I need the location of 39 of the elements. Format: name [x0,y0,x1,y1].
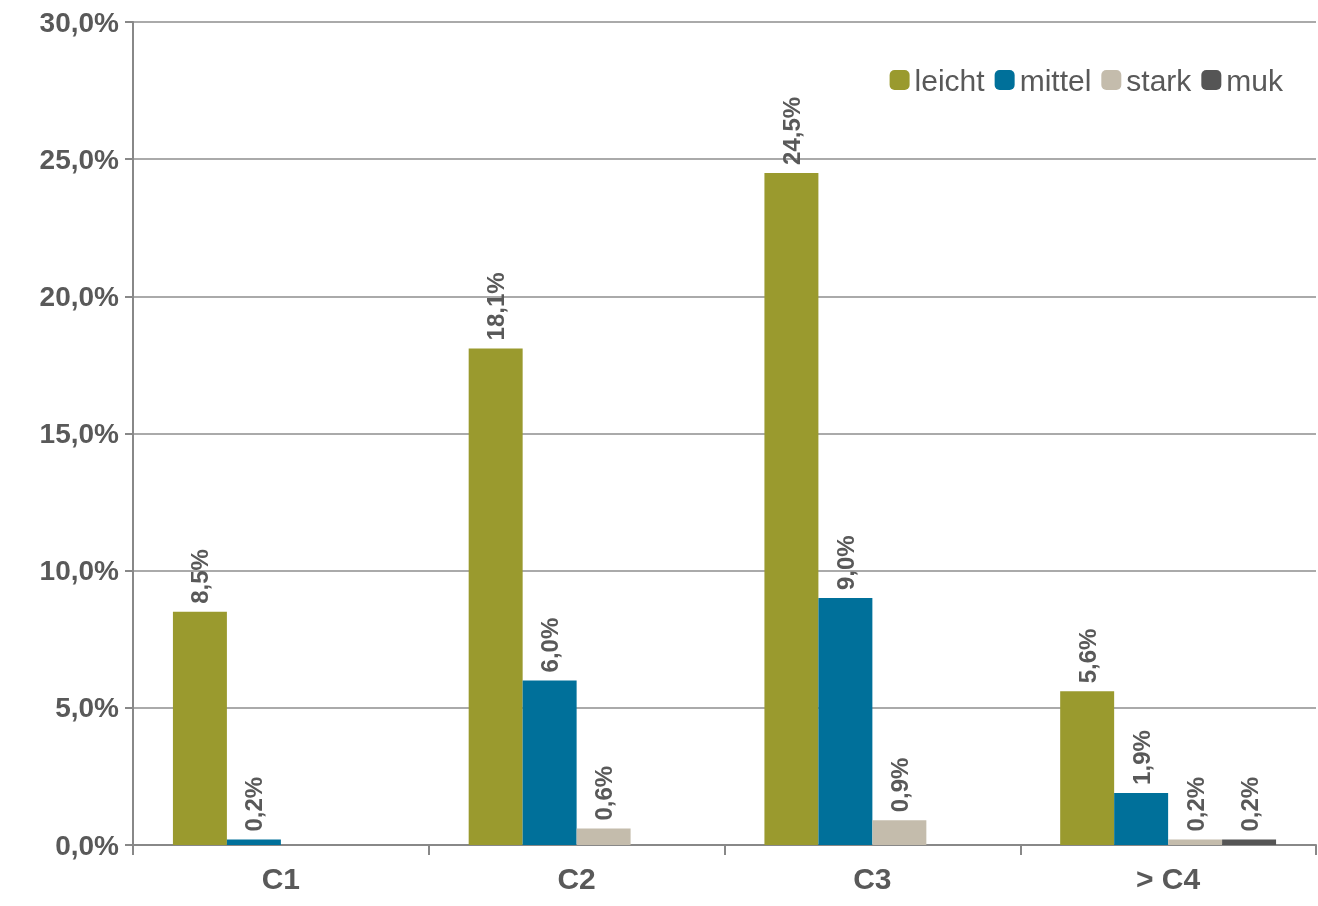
bar [522,680,577,845]
x-tick-label: > C4 [1136,861,1201,895]
bar [226,839,281,845]
bar [1060,691,1115,845]
bar [1168,839,1223,845]
y-tick-label: 20,0% [39,280,120,312]
legend-label: stark [1126,63,1193,97]
data-label: 9,0% [831,535,859,591]
data-label: 6,0% [536,617,564,673]
data-label: 24,5% [777,96,805,165]
data-label: 0,2% [240,776,268,832]
legend-label: muk [1226,63,1284,97]
data-label: 0,2% [1235,776,1263,832]
y-tick-label: 10,0% [39,555,120,587]
bar [872,820,927,845]
bar [818,598,873,845]
legend-label: leicht [914,63,986,97]
data-label: 0,9% [885,757,913,813]
bar [468,348,523,845]
data-label: 18,1% [482,272,510,341]
y-tick-label: 0,0% [55,829,120,861]
y-tick-label: 30,0% [39,6,120,38]
data-label: 5,6% [1073,628,1101,684]
bar [764,172,819,845]
x-tick-label: C2 [557,861,596,895]
bar [1114,792,1169,845]
bar [576,828,631,845]
x-tick-label: C1 [261,861,301,895]
data-label: 8,5% [186,549,214,604]
y-tick-label: 15,0% [39,418,120,449]
bar [1222,839,1277,845]
data-label: 0,2% [1181,776,1209,832]
data-label: 0,6% [590,765,618,821]
y-tick-label: 25,0% [39,143,120,175]
y-tick-label: 5,0% [55,692,120,724]
legend-label: mittel [1019,63,1092,97]
bar [172,611,227,845]
x-tick-label: C3 [853,861,892,895]
data-label: 1,9% [1127,730,1155,785]
